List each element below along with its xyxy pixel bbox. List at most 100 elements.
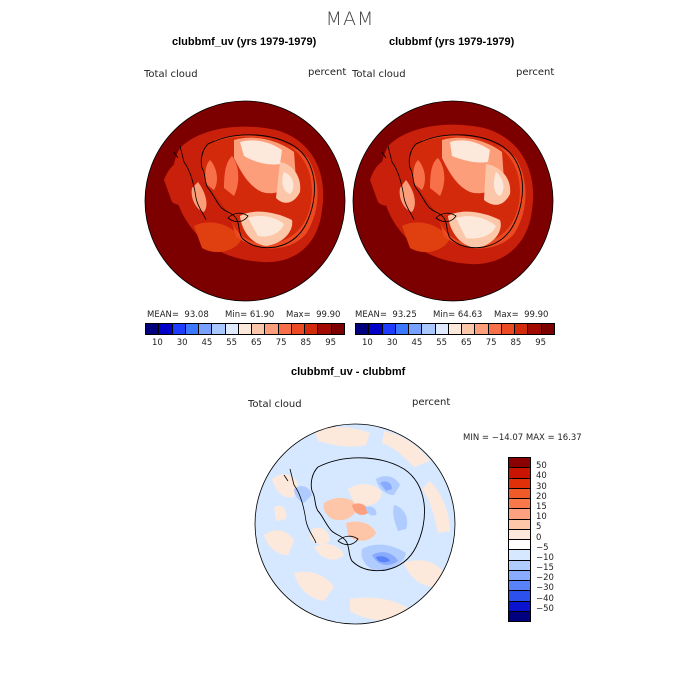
panel-2-max-stat: Max= 99.90 [494, 310, 549, 320]
colorbar-swatch [515, 324, 529, 334]
diff-colorbar-tick-label: 10 [536, 512, 547, 523]
diff-colorbar-swatch [509, 529, 530, 540]
diff-panel-polar-map [254, 423, 456, 625]
colorbar-tick-label: 30 [176, 338, 188, 348]
colorbar-tick-label: 30 [386, 338, 398, 348]
colorbar-swatch [159, 324, 173, 334]
colorbar-tick-label: 95 [535, 338, 547, 348]
colorbar-swatch [422, 324, 436, 334]
panel-1-units-label: percent [308, 67, 347, 78]
colorbar-swatch [475, 324, 489, 334]
diff-colorbar-swatch [509, 540, 530, 551]
panel-1-mean-stat: MEAN= 93.08 [147, 310, 209, 320]
colorbar-swatch [331, 324, 344, 334]
panel-2-colorbar [355, 323, 555, 335]
diff-colorbar-swatch [509, 478, 530, 489]
colorbar-swatch [318, 324, 332, 334]
colorbar-swatch [252, 324, 266, 334]
colorbar-swatch [146, 324, 160, 334]
diff-colorbar-ticks: 50 40 30 20 15 10 5 0 −5 −10 −15 −20 −30 −40 −50 [536, 457, 576, 620]
diff-panel-title: clubbmf_uv - clubbmf [291, 366, 406, 378]
diff-colorbar-tick-label: −30 [536, 583, 554, 594]
colorbar-swatch [488, 324, 502, 334]
colorbar-swatch [501, 324, 516, 334]
panel-2-units-label: percent [516, 67, 555, 78]
diff-colorbar-tick-label: −5 [536, 542, 549, 553]
colorbar-tick-label: 10 [361, 338, 373, 348]
colorbar-tick-label: 45 [411, 338, 423, 348]
diff-colorbar [508, 457, 531, 622]
panel-1-variable-label: Total cloud [144, 69, 198, 80]
colorbar-swatch [291, 324, 306, 334]
colorbar-swatch [369, 324, 383, 334]
diff-colorbar-swatch [509, 570, 530, 581]
panel-2-polar-map [352, 100, 554, 302]
diff-colorbar-swatch [509, 499, 530, 510]
diff-colorbar-tick-label: −40 [536, 593, 554, 604]
diff-colorbar-tick-label: −20 [536, 573, 554, 584]
diff-colorbar-swatch [509, 611, 530, 621]
colorbar-swatch [541, 324, 554, 334]
colorbar-tick-label: 75 [275, 338, 287, 348]
colorbar-swatch [462, 324, 476, 334]
colorbar-tick-label: 65 [460, 338, 472, 348]
diff-colorbar-swatch [509, 488, 530, 499]
diff-colorbar-swatch [509, 509, 530, 520]
colorbar-swatch [356, 324, 370, 334]
diff-colorbar-swatch [509, 560, 530, 571]
panel-2-title: clubbmf (yrs 1979-1979) [389, 36, 515, 48]
colorbar-swatch [409, 324, 423, 334]
colorbar-tick-label: 95 [325, 338, 337, 348]
diff-colorbar-tick-label: −50 [536, 603, 554, 614]
diff-colorbar-swatch [509, 550, 530, 561]
colorbar-swatch [185, 324, 200, 334]
colorbar-swatch [212, 324, 226, 334]
diff-colorbar-swatch [509, 519, 530, 530]
colorbar-tick-label: 85 [300, 338, 312, 348]
colorbar-tick-label: 10 [151, 338, 163, 348]
diff-colorbar-tick-label: 50 [536, 461, 547, 472]
colorbar-swatch [199, 324, 213, 334]
diff-colorbar-swatch [509, 468, 530, 479]
diff-colorbar-tick-label: −15 [536, 563, 554, 574]
diff-colorbar-tick-label: 40 [536, 471, 547, 482]
diff-colorbar-tick-label: 30 [536, 481, 547, 492]
diff-colorbar-tick-label: 15 [536, 501, 547, 512]
panel-2-min-stat: Min= 64.63 [433, 310, 483, 320]
colorbar-tick-label: 85 [510, 338, 522, 348]
diff-colorbar-tick-label: 0 [536, 532, 542, 543]
diff-colorbar-swatch [509, 581, 530, 592]
panel-1-min-stat: Min= 61.90 [225, 310, 275, 320]
colorbar-swatch [278, 324, 292, 334]
colorbar-swatch [395, 324, 410, 334]
colorbar-tick-label: 55 [436, 338, 448, 348]
panel-2-variable-label: Total cloud [352, 69, 406, 80]
season-title: MAM [325, 8, 375, 30]
diff-colorbar-tick-label: 20 [536, 491, 547, 502]
diff-colorbar-tick-label: −10 [536, 552, 554, 563]
diff-panel-units-label: percent [412, 397, 451, 408]
panel-1-colorbar [145, 323, 345, 335]
colorbar-tick-label: 55 [226, 338, 238, 348]
colorbar-swatch [238, 324, 253, 334]
diff-colorbar-swatch [509, 601, 530, 612]
colorbar-swatch [172, 324, 186, 334]
panel-1-max-stat: Max= 99.90 [286, 310, 341, 320]
colorbar-swatch [448, 324, 463, 334]
diff-colorbar-swatch [509, 591, 530, 602]
colorbar-swatch [528, 324, 542, 334]
panel-1-polar-map [144, 100, 346, 302]
panel-1-title: clubbmf_uv (yrs 1979-1979) [172, 36, 317, 48]
diff-colorbar-swatch [509, 458, 530, 469]
colorbar-tick-label: 75 [485, 338, 497, 348]
colorbar-tick-label: 45 [201, 338, 213, 348]
panel-2-colorbar-ticks: 10 30 45 55 65 75 85 95 [355, 338, 553, 350]
colorbar-swatch [382, 324, 396, 334]
colorbar-swatch [435, 324, 449, 334]
diff-panel-variable-label: Total cloud [248, 399, 302, 410]
colorbar-swatch [265, 324, 279, 334]
panel-1-colorbar-ticks: 10 30 45 55 65 75 85 95 [145, 338, 343, 350]
diff-colorbar-tick-label: 5 [536, 522, 542, 533]
panel-2-mean-stat: MEAN= 93.25 [355, 310, 417, 320]
colorbar-swatch [305, 324, 319, 334]
